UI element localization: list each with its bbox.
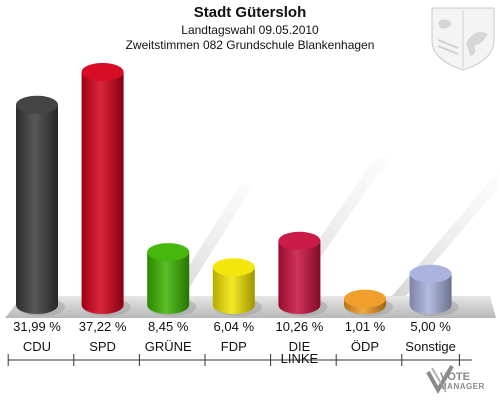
value-label: 8,45 % [148,319,189,334]
value-label: 10,26 % [276,319,324,334]
bar-cdu [16,95,65,316]
coat-of-arms-icon [431,7,495,71]
value-label: 31,99 % [13,319,61,334]
bar-grüne [147,243,197,316]
category-label: FDP [221,339,247,354]
bar-fdp [212,258,262,316]
bar-ödp [344,289,393,316]
chart-subtitle-election: Landtagswahl 09.05.2010 [181,23,319,37]
background-streak [170,185,254,296]
value-label: 6,04 % [214,319,255,334]
watermark-line2: MANAGER [440,382,485,391]
category-label: DIE [289,339,311,354]
chart-subtitle-district: Zweitstimmen 082 Grundschule Blankenhage… [125,38,375,52]
category-label: CDU [23,339,51,354]
watermark-line1: VOTE [440,371,470,383]
category-label: SPD [89,339,116,354]
category-label: Sonstige [405,339,456,354]
vote-manager-logo-icon [426,364,454,395]
bar-spd [81,63,131,316]
value-label: 1,01 % [345,319,386,334]
value-label: 5,00 % [410,319,451,334]
chart-title: Stadt Gütersloh [193,4,307,21]
background-streak [392,172,498,296]
bar-sonstige [409,264,459,316]
value-label: 37,22 % [79,319,127,334]
category-label: ÖDP [351,339,379,354]
category-label: LINKE [281,351,319,366]
watermark-text: VOTE MANAGER [440,372,500,392]
category-label: GRÜNE [145,339,192,354]
bar-die-linke [278,231,328,316]
